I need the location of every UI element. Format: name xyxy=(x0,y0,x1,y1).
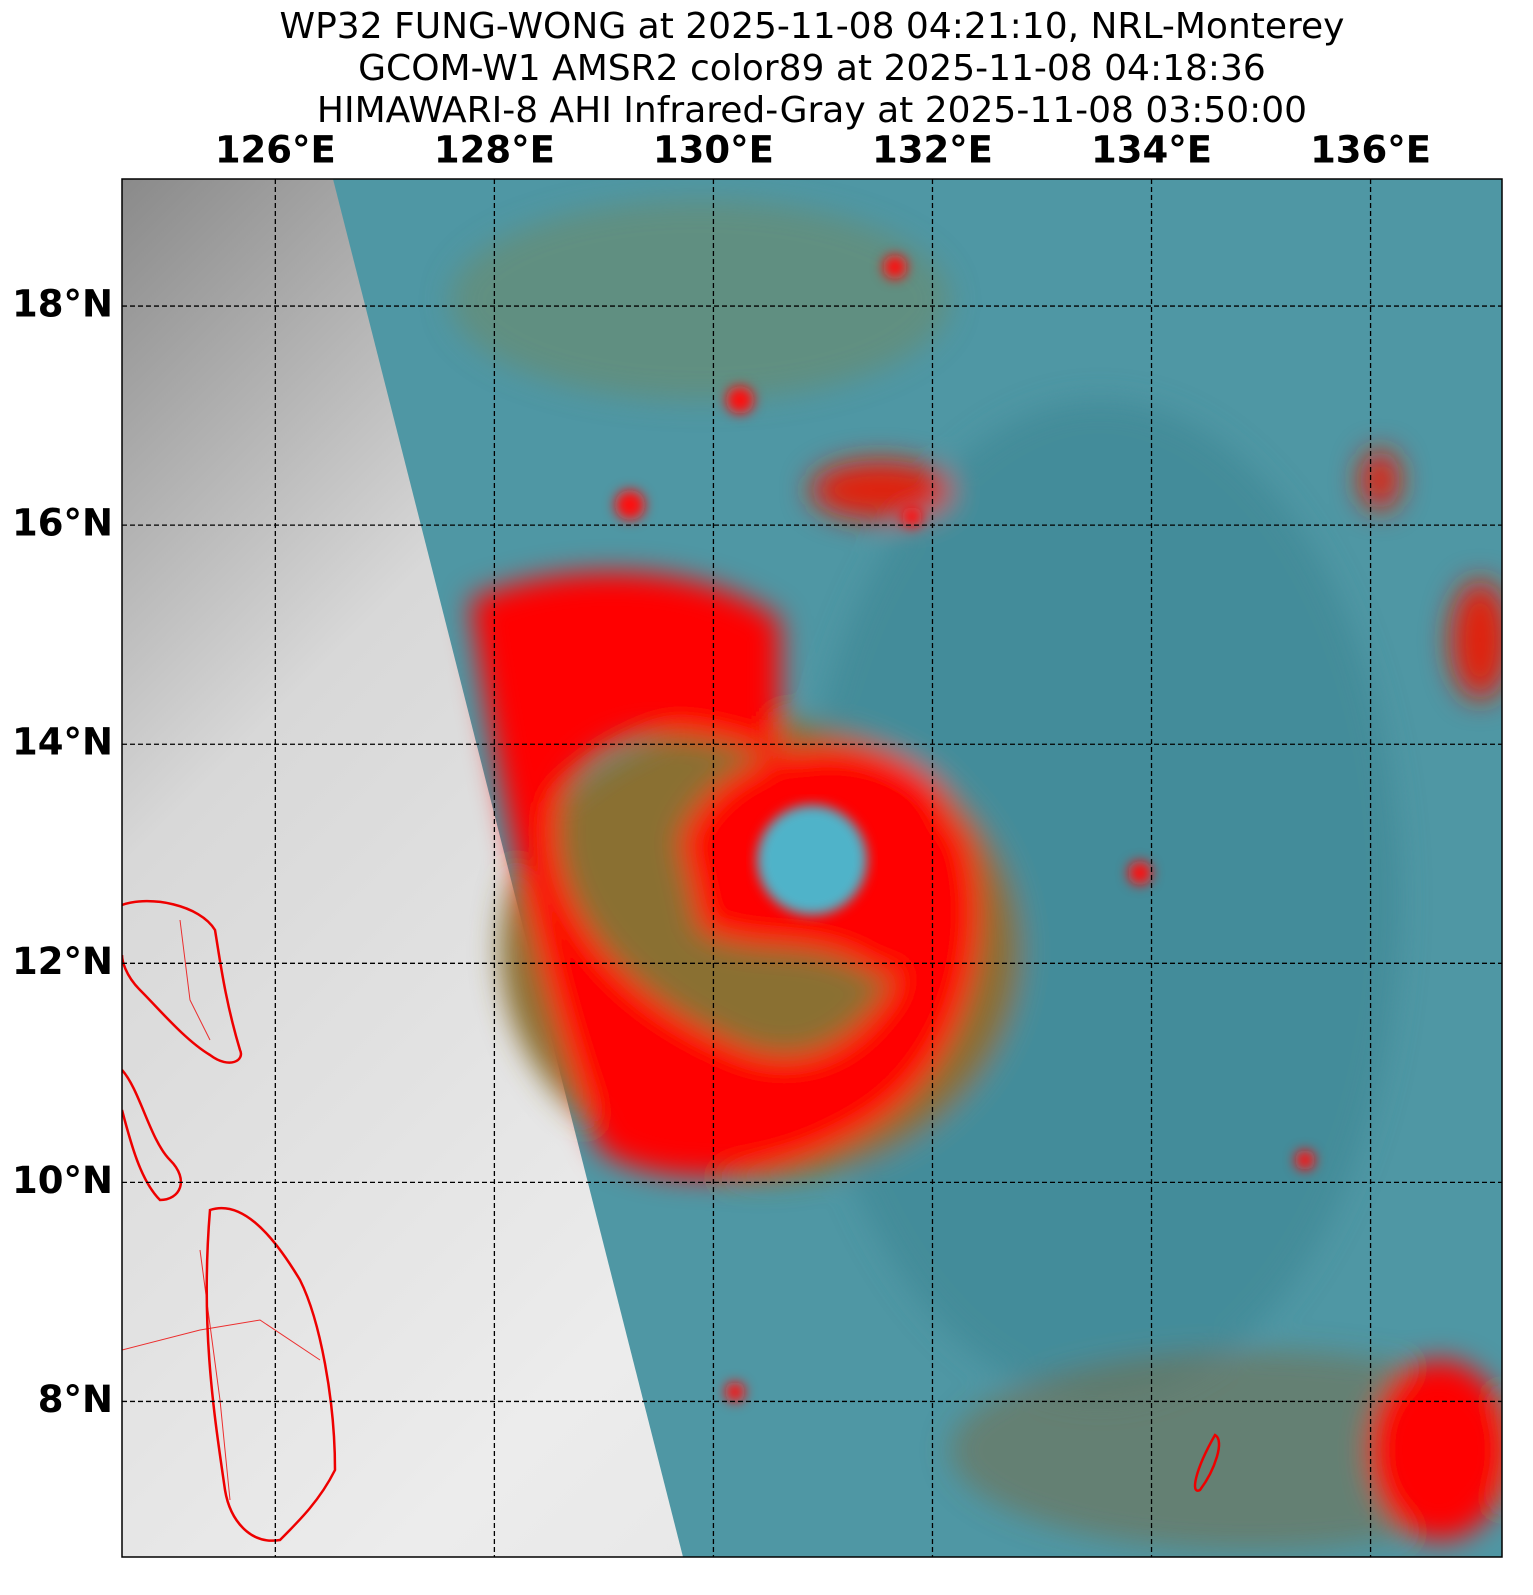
title-line: WP32 FUNG-WONG at 2025-11-08 04:21:10, N… xyxy=(279,6,1344,47)
lat-tick-label: 18°N xyxy=(12,283,113,326)
imagery xyxy=(122,179,1502,1557)
lon-tick-label: 128°E xyxy=(434,129,555,172)
lon-tick-label: 126°E xyxy=(215,129,336,172)
title-line: GCOM-W1 AMSR2 color89 at 2025-11-08 04:1… xyxy=(358,48,1266,89)
lon-tick-label: 130°E xyxy=(653,129,774,172)
lat-tick-label: 8°N xyxy=(38,1378,113,1421)
title-line: HIMAWARI-8 AHI Infrared-Gray at 2025-11-… xyxy=(317,90,1307,131)
map-frame xyxy=(121,178,1503,1558)
lon-tick-label: 132°E xyxy=(872,129,993,172)
lat-tick-label: 16°N xyxy=(12,502,113,545)
lat-tick-label: 10°N xyxy=(12,1159,113,1202)
lat-tick-label: 14°N xyxy=(12,721,113,764)
graticule xyxy=(122,179,1502,1557)
lon-tick-label: 136°E xyxy=(1310,129,1431,172)
lat-tick-label: 12°N xyxy=(12,940,113,983)
lon-tick-label: 134°E xyxy=(1091,129,1212,172)
coastline xyxy=(122,899,1221,1542)
